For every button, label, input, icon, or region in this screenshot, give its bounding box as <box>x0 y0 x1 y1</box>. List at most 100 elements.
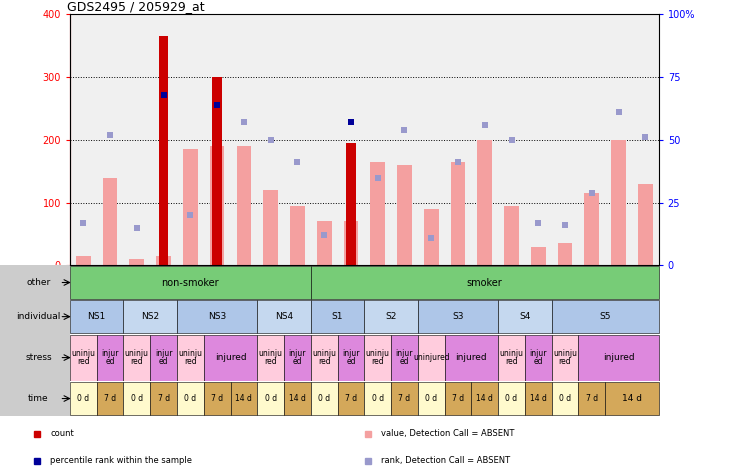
Bar <box>424 209 439 265</box>
Text: injur
ed: injur ed <box>155 349 172 366</box>
Bar <box>258 335 284 381</box>
Bar <box>584 193 599 265</box>
Bar <box>263 190 278 265</box>
Text: injur
ed: injur ed <box>342 349 360 366</box>
Text: 14 d: 14 d <box>236 394 252 403</box>
Text: 0 d: 0 d <box>559 394 571 403</box>
Bar <box>370 162 385 265</box>
Text: 14 d: 14 d <box>476 394 493 403</box>
Text: 0 d: 0 d <box>506 394 517 403</box>
Bar <box>364 382 391 415</box>
Text: S2: S2 <box>386 312 397 321</box>
Text: injur
ed: injur ed <box>102 349 118 366</box>
Bar <box>70 266 311 299</box>
Bar <box>156 256 171 265</box>
Bar <box>290 206 305 265</box>
Bar <box>338 382 364 415</box>
Bar <box>204 335 258 381</box>
Text: other: other <box>26 278 51 287</box>
Text: 14 d: 14 d <box>530 394 547 403</box>
Text: 7 d: 7 d <box>158 394 170 403</box>
Text: 7 d: 7 d <box>345 394 357 403</box>
Text: 0 d: 0 d <box>131 394 143 403</box>
Text: NS1: NS1 <box>88 312 106 321</box>
Bar <box>258 300 311 333</box>
Bar <box>311 266 659 299</box>
Bar <box>578 382 605 415</box>
Text: value, Detection Call = ABSENT: value, Detection Call = ABSENT <box>381 429 514 438</box>
Text: rank, Detection Call = ABSENT: rank, Detection Call = ABSENT <box>381 456 510 465</box>
Bar <box>552 382 578 415</box>
Bar <box>525 335 552 381</box>
Text: uninju
red: uninju red <box>125 349 149 366</box>
Bar <box>605 382 659 415</box>
Text: 7 d: 7 d <box>452 394 464 403</box>
Text: 7 d: 7 d <box>586 394 598 403</box>
Text: uninju
red: uninju red <box>71 349 95 366</box>
Bar <box>552 335 578 381</box>
Bar <box>391 382 418 415</box>
Text: percentile rank within the sample: percentile rank within the sample <box>50 456 192 465</box>
Bar <box>177 335 204 381</box>
Bar <box>124 300 177 333</box>
Bar <box>103 178 118 265</box>
Bar <box>471 382 498 415</box>
Text: 0 d: 0 d <box>184 394 197 403</box>
Text: smoker: smoker <box>467 277 503 288</box>
Bar <box>70 382 96 415</box>
Text: NS2: NS2 <box>141 312 159 321</box>
Text: 0 d: 0 d <box>425 394 437 403</box>
Bar <box>76 256 91 265</box>
Bar <box>284 382 311 415</box>
Text: injured: injured <box>215 353 247 362</box>
Bar <box>0 382 70 416</box>
Bar <box>0 300 70 334</box>
Bar <box>311 300 364 333</box>
Bar <box>230 382 258 415</box>
Bar <box>183 149 198 265</box>
Text: S3: S3 <box>452 312 464 321</box>
Text: 0 d: 0 d <box>77 394 89 403</box>
Bar <box>498 382 525 415</box>
Bar <box>478 140 492 265</box>
Bar <box>311 382 338 415</box>
Bar <box>124 382 150 415</box>
Text: uninju
red: uninju red <box>258 349 283 366</box>
Bar <box>210 146 224 265</box>
Bar <box>638 184 653 265</box>
Text: injured: injured <box>456 353 487 362</box>
Bar <box>177 300 258 333</box>
Bar <box>498 335 525 381</box>
Bar <box>311 335 338 381</box>
Text: uninju
red: uninju red <box>500 349 523 366</box>
Text: 7 d: 7 d <box>398 394 411 403</box>
Bar <box>204 382 230 415</box>
Bar <box>344 221 358 265</box>
Bar <box>364 300 418 333</box>
Bar <box>364 335 391 381</box>
Bar <box>558 244 573 265</box>
Bar <box>284 335 311 381</box>
Bar <box>96 335 124 381</box>
Text: NS3: NS3 <box>208 312 226 321</box>
Bar <box>124 335 150 381</box>
Bar <box>316 221 331 265</box>
Bar <box>258 382 284 415</box>
Text: S4: S4 <box>519 312 531 321</box>
Bar <box>159 36 169 265</box>
Bar <box>552 300 659 333</box>
Bar <box>0 265 70 300</box>
Text: 7 d: 7 d <box>104 394 116 403</box>
Bar <box>0 334 70 382</box>
Text: 7 d: 7 d <box>211 394 223 403</box>
Bar <box>450 162 465 265</box>
Bar <box>96 382 124 415</box>
Bar <box>150 382 177 415</box>
Text: non-smoker: non-smoker <box>161 277 219 288</box>
Text: count: count <box>50 429 74 438</box>
Text: uninju
red: uninju red <box>553 349 577 366</box>
Text: time: time <box>28 394 49 403</box>
Text: GDS2495 / 205929_at: GDS2495 / 205929_at <box>67 0 205 13</box>
Text: S5: S5 <box>599 312 611 321</box>
Text: NS4: NS4 <box>275 312 293 321</box>
